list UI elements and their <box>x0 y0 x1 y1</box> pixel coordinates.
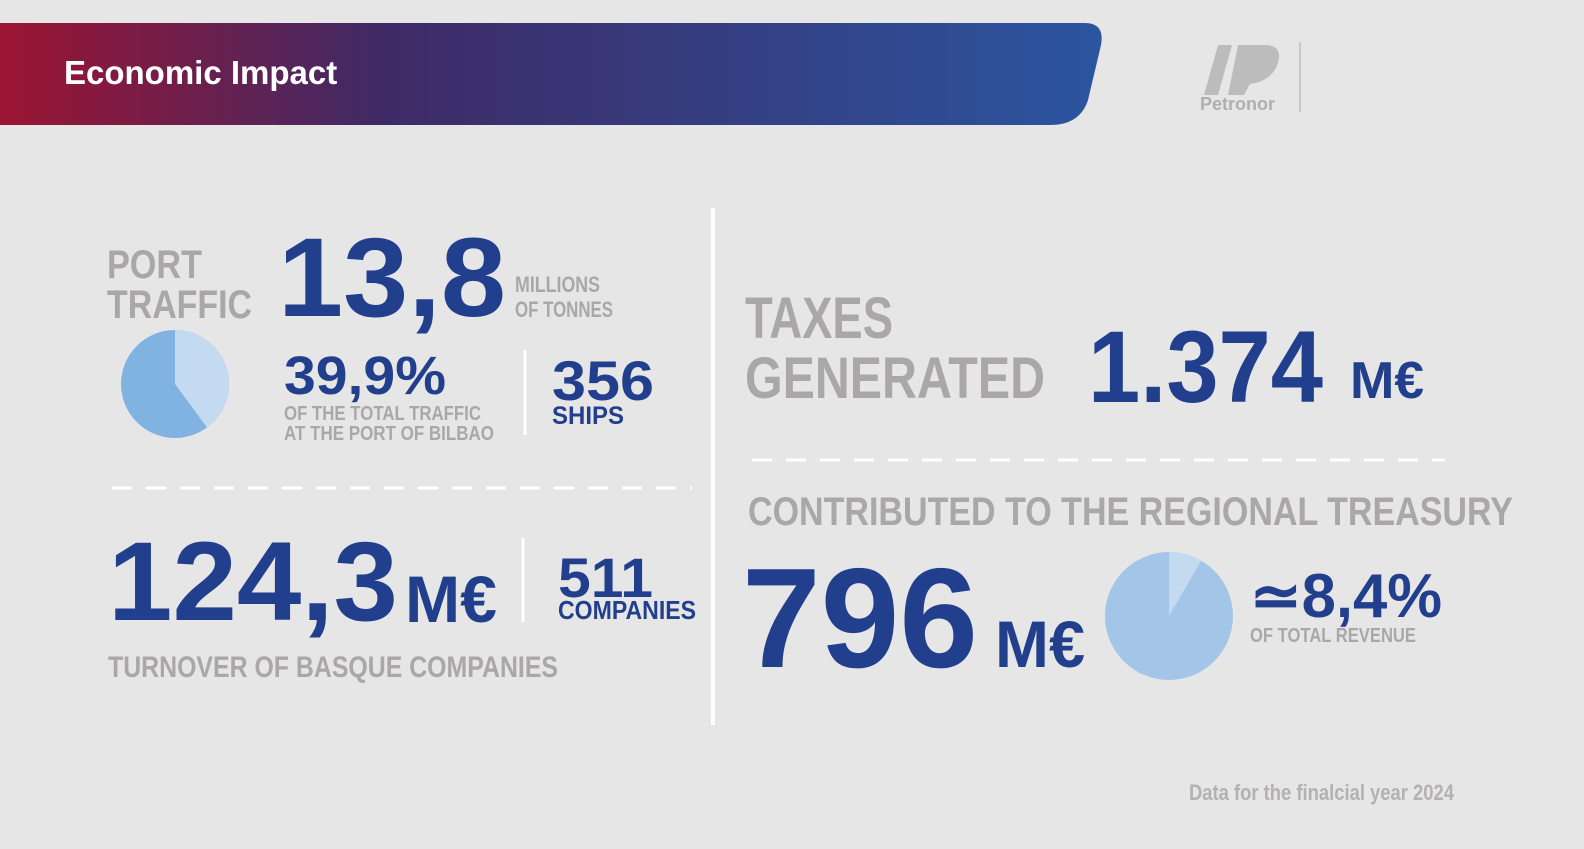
port-title: TRAFFIC <box>107 283 252 327</box>
footnote: Data for the finalcial year 2024 <box>1189 780 1455 805</box>
taxes-title: TAXES <box>745 286 893 351</box>
port-unit: MILLIONS <box>515 272 600 297</box>
share-text: OF THE TOTAL TRAFFIC <box>284 403 481 425</box>
companies-value: 511 <box>558 546 653 609</box>
ships-value: 356 <box>552 349 654 412</box>
taxes-value: 1.374 <box>1088 310 1323 424</box>
logo: Petronor <box>1200 42 1301 114</box>
treasury-caption: CONTRIBUTED TO THE REGIONAL TREASURY <box>748 490 1513 534</box>
header-banner <box>0 23 1102 125</box>
turnover-caption: TURNOVER OF BASQUE COMPANIES <box>108 651 558 684</box>
port-value: 13,8 <box>278 215 506 340</box>
turnover-value: 124,3 <box>108 519 398 644</box>
share-label: 39,9% <box>284 346 446 406</box>
ships-label: SHIPS <box>552 402 624 430</box>
treasury-unit: M€ <box>995 607 1085 681</box>
port-title: PORT <box>107 243 202 287</box>
taxes-unit: M€ <box>1350 352 1424 410</box>
header-title: Economic Impact <box>64 54 337 91</box>
share-text: AT THE PORT OF BILBAO <box>284 423 494 445</box>
pie-slice <box>175 330 229 428</box>
share-pie <box>1105 552 1233 680</box>
turnover-unit: M€ <box>405 562 497 636</box>
share-text: OF TOTAL REVENUE <box>1250 625 1416 647</box>
logo-icon <box>1204 45 1280 95</box>
logo-text: Petronor <box>1200 94 1275 114</box>
taxes-title: GENERATED <box>745 346 1045 411</box>
companies-label: COMPANIES <box>558 595 696 625</box>
port-unit: OF TONNES <box>515 297 613 322</box>
treasury-value: 796 <box>742 539 978 698</box>
share-label: ≃8,4% <box>1250 562 1442 631</box>
pie-slice <box>1169 552 1202 616</box>
share-pie <box>121 330 229 438</box>
